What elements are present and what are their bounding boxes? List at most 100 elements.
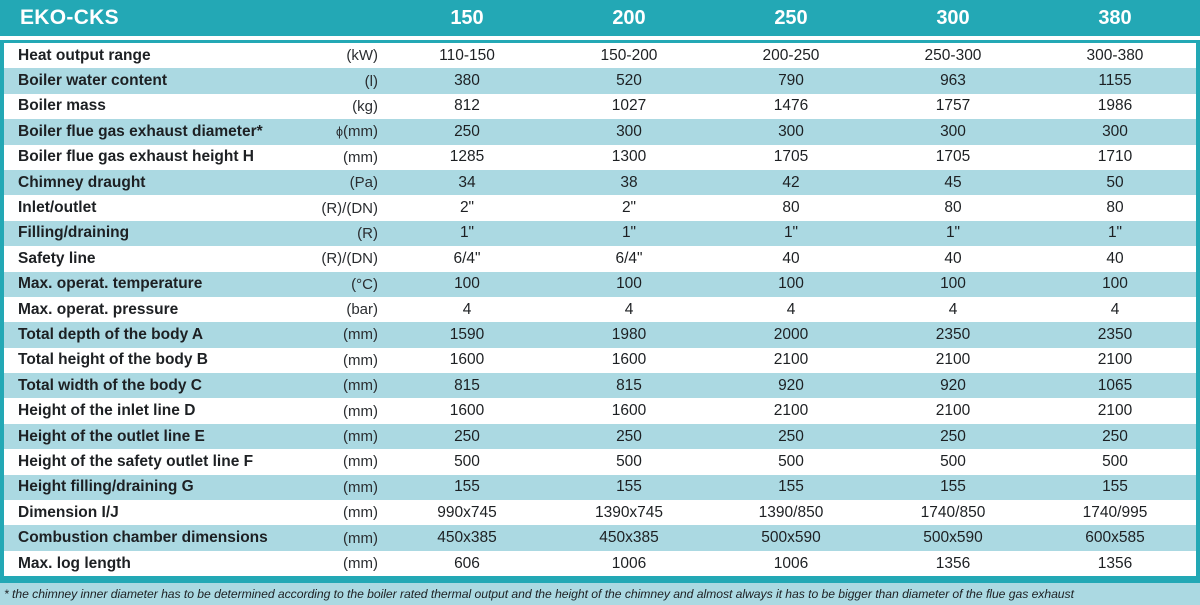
row-label: Height of the safety outlet line F [18, 452, 254, 470]
table-cell: 520 [616, 72, 642, 90]
table-row: Height filling/draining G (mm) 155 155 155 15… [4, 474, 1196, 501]
table-row: Filling/draining (R) 1" 1" 1" 1" 1" [4, 220, 1196, 247]
header-divider [0, 36, 1200, 40]
table-header-row: EKO-CKS 150 200 250 300 380 [4, 0, 1196, 36]
row-unit: (mm) [343, 351, 378, 369]
table-cell: 790 [778, 72, 804, 90]
table-row: Height of the safety outlet line F (mm) 50… [4, 449, 1196, 475]
table-cell: 500 [940, 452, 966, 470]
table-cell: 812 [454, 97, 480, 115]
row-label: Chimney draught [18, 173, 146, 191]
table-cell: 250 [1102, 427, 1128, 445]
table-cell: 1027 [611, 97, 647, 115]
table-cell: 1065 [1097, 376, 1133, 394]
table-cell: 1" [459, 224, 475, 242]
table-cell: 1" [945, 224, 961, 242]
table-cell: 1740/850 [920, 503, 986, 521]
table-cell: 200-250 [762, 46, 820, 64]
table-cell: 6/4" [615, 249, 643, 267]
row-unit: (mm) [343, 504, 378, 522]
row-unit-text: (mm) [343, 123, 378, 141]
table-cell: 50 [1106, 173, 1124, 191]
table-cell: 1600 [611, 402, 647, 420]
row-label: Height filling/draining G [18, 478, 194, 496]
table-row: Max. log length (mm) 606 1006 1006 1356 1356 [4, 550, 1196, 577]
table-cell: 1006 [773, 554, 809, 572]
table-cell: 1740/995 [1082, 503, 1148, 521]
table-row: Safety line (R)/(DN) 6/4" 6/4" 40 40 40 [4, 246, 1196, 272]
row-unit: (°C) [351, 275, 378, 293]
brand-title: EKO-CKS [20, 6, 119, 29]
table-cell: 80 [1106, 199, 1124, 217]
table-cell: 4 [462, 300, 472, 318]
table-cell: 1" [621, 224, 637, 242]
row-unit: (mm) [343, 402, 378, 420]
table-cell: 155 [454, 478, 480, 496]
row-label: Safety line [18, 249, 96, 267]
row-unit: (mm) [343, 326, 378, 344]
table-cell: 2350 [1097, 325, 1133, 343]
model-header-200: 200 [612, 6, 646, 29]
table-cell: 4 [624, 300, 634, 318]
table-cell: 42 [782, 173, 800, 191]
model-header-300: 300 [936, 6, 970, 29]
table-cell: 4 [786, 300, 796, 318]
table-row: Heat output range (kW) 110-150 150-200 200-2… [4, 43, 1196, 69]
table-cell: 380 [454, 72, 480, 90]
table-cell: 600x585 [1085, 529, 1145, 547]
table-cell: 2100 [773, 402, 809, 420]
table-cell: 500x590 [761, 529, 821, 547]
table-cell: 2350 [935, 325, 971, 343]
table-row: Height of the inlet line D (mm) 1600 1600 21… [4, 398, 1196, 424]
row-unit: (R)/(DN) [321, 250, 378, 268]
table-cell: 500 [778, 452, 804, 470]
table-cell: 40 [782, 249, 800, 267]
table-cell: 1" [783, 224, 799, 242]
table-cell: 2100 [935, 402, 971, 420]
table-cell: 100 [778, 275, 804, 293]
row-label: Dimension I/J [18, 503, 119, 521]
table-cell: 1600 [611, 351, 647, 369]
table-row: Total width of the body C (mm) 815 815 920 92… [4, 373, 1196, 399]
table-cell: 2100 [773, 351, 809, 369]
table-cell: 100 [454, 275, 480, 293]
table-cell: 1757 [935, 97, 971, 115]
table-cell: 40 [944, 249, 962, 267]
table-row: Dimension I/J (mm) 990x745 1390x745 1390/850… [4, 500, 1196, 526]
table-cell: 1600 [449, 351, 485, 369]
table-cell: 34 [458, 173, 476, 191]
table-cell: 40 [1106, 249, 1124, 267]
table-cell: 500 [454, 452, 480, 470]
row-label: Height of the outlet line E [18, 427, 205, 445]
table-cell: 155 [1102, 478, 1128, 496]
row-label: Total height of the body B [18, 351, 208, 369]
row-unit: (mm) [343, 428, 378, 446]
row-label: Max. operat. pressure [18, 300, 179, 318]
table-cell: 2100 [1097, 351, 1133, 369]
table-cell: 450x385 [437, 529, 497, 547]
table-cell: 1705 [773, 148, 809, 166]
model-header-150: 150 [450, 6, 484, 29]
table-cell: 300 [616, 122, 642, 140]
footnote: * the chimney inner diameter has to be d… [0, 583, 1200, 605]
table-cell: 100 [940, 275, 966, 293]
row-unit: (mm) [343, 555, 378, 572]
table-cell: 100 [616, 275, 642, 293]
table-cell: 2" [621, 199, 637, 217]
row-unit: (kg) [352, 97, 378, 115]
table-cell: 450x385 [599, 529, 659, 547]
table-cell: 300 [778, 122, 804, 140]
table-row: Inlet/outlet (R)/(DN) 2" 2" 80 80 80 [4, 195, 1196, 221]
row-label: Boiler mass [18, 97, 106, 115]
table-cell: 250 [454, 427, 480, 445]
table-cell: 300-380 [1086, 46, 1144, 64]
row-label: Inlet/outlet [18, 199, 97, 217]
table-cell: 2" [459, 199, 475, 217]
table-cell: 4 [1110, 300, 1120, 318]
row-unit: (kW) [346, 47, 378, 65]
model-header-380: 380 [1098, 6, 1132, 29]
table-cell: 2000 [773, 325, 809, 343]
table-cell: 1705 [935, 148, 971, 166]
table-cell: 500 [1102, 452, 1128, 470]
